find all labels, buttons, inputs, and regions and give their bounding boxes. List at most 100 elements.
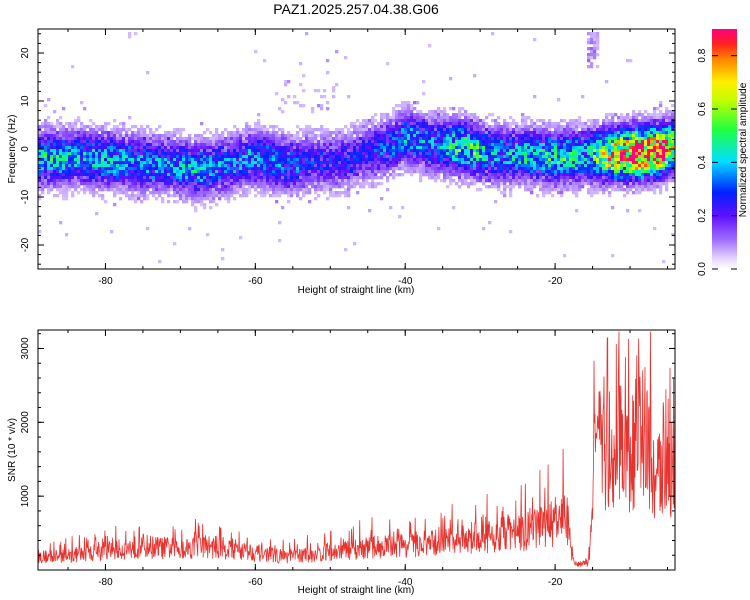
heatmap-cell (395, 155, 399, 159)
heatmap-cell (431, 167, 435, 171)
heatmap-cell (575, 176, 579, 180)
heatmap-cell (227, 152, 231, 156)
heatmap-cell (215, 146, 219, 150)
heatmap-cell (197, 152, 201, 156)
heatmap-cell (377, 143, 381, 147)
heatmap-cell (344, 179, 348, 183)
heatmap-cell (104, 128, 108, 132)
heatmap-cell (590, 170, 594, 174)
heatmap-cell (458, 125, 462, 129)
heatmap-cell (518, 134, 522, 138)
heatmap-cell (587, 155, 591, 159)
heatmap-cell (599, 128, 603, 132)
heatmap-cell (281, 134, 285, 138)
heatmap-cell (584, 149, 588, 153)
heatmap-cell (593, 164, 597, 168)
heatmap-cell (395, 164, 399, 168)
heatmap-cell (662, 119, 666, 123)
heatmap-cell (659, 179, 663, 183)
heatmap-cell (581, 161, 585, 165)
heatmap-cell (80, 137, 84, 141)
heatmap-cell (416, 113, 420, 117)
heatmap-cell (500, 167, 504, 171)
heatmap-cell (581, 134, 585, 138)
heatmap-cell (224, 149, 228, 153)
heatmap-cell (269, 131, 273, 135)
heatmap-cell (380, 176, 384, 180)
heatmap-cell (491, 149, 495, 153)
heatmap-cell (260, 194, 264, 198)
heatmap-cell (275, 185, 279, 189)
heatmap-cell (131, 176, 135, 180)
heatmap-cell (74, 182, 78, 186)
heatmap-cell (200, 152, 204, 156)
heatmap-cell (275, 149, 279, 153)
heatmap-cell (119, 152, 123, 156)
heatmap-cell (128, 149, 132, 153)
heatmap-cell (419, 149, 423, 153)
heatmap-cell (53, 167, 57, 171)
heatmap-cell (503, 194, 507, 198)
heatmap-cell (41, 191, 45, 195)
heatmap-cell (89, 164, 93, 168)
heatmap-cell (296, 176, 300, 180)
heatmap-cell (248, 179, 252, 183)
heatmap-cell (431, 110, 435, 114)
heatmap-cell (623, 167, 627, 171)
heatmap-cell (65, 179, 69, 183)
heatmap-cell (617, 134, 621, 138)
heatmap-cell (320, 134, 324, 138)
heatmap-cell (383, 122, 387, 126)
heatmap-cell (167, 185, 171, 189)
heatmap-cell (143, 191, 147, 195)
heatmap-cell (446, 113, 450, 117)
heatmap-cell (101, 164, 105, 168)
heatmap-cell (242, 194, 246, 198)
heatmap-cell (128, 35, 132, 39)
heatmap-cell (566, 185, 570, 189)
heatmap-cell (353, 170, 357, 174)
heatmap-cell (398, 155, 402, 159)
heatmap-cell (512, 137, 516, 141)
heatmap-cell (179, 167, 183, 171)
heatmap-cell (653, 188, 657, 192)
heatmap-cell (542, 146, 546, 150)
heatmap-cell (452, 155, 456, 159)
heatmap-cell (629, 179, 633, 183)
heatmap-cell (53, 146, 57, 150)
heatmap-cell (638, 179, 642, 183)
heatmap-cell (320, 143, 324, 147)
heatmap-cell (497, 182, 501, 186)
heatmap-cell (146, 188, 150, 192)
heatmap-cell (344, 140, 348, 144)
heatmap-cell (233, 158, 237, 162)
heatmap-cell (281, 158, 285, 162)
heatmap-cell (263, 125, 267, 129)
heatmap-cell (644, 170, 648, 174)
heatmap-cell (140, 131, 144, 135)
heatmap-cell (326, 143, 330, 147)
heatmap-cell (536, 194, 540, 198)
heatmap-cell (659, 134, 663, 138)
heatmap-cell (530, 176, 534, 180)
heatmap-cell (359, 185, 363, 189)
heatmap-cell (656, 122, 660, 126)
heatmap-cell (74, 176, 78, 180)
heatmap-cell (113, 149, 117, 153)
heatmap-cell (107, 122, 111, 126)
heatmap-cell (251, 134, 255, 138)
heatmap-cell (284, 176, 288, 180)
heatmap-cell (464, 131, 468, 135)
heatmap-cell (107, 134, 111, 138)
heatmap-cell (314, 173, 318, 177)
heatmap-cell (422, 173, 426, 177)
heatmap-cell (461, 122, 465, 126)
heatmap-cell (488, 161, 492, 165)
heatmap-cell (71, 122, 75, 126)
heatmap-cell (413, 134, 417, 138)
heatmap-cell (131, 146, 135, 150)
heatmap-cell (290, 179, 294, 183)
heatmap-cell (635, 122, 639, 126)
heatmap-cell (179, 140, 183, 144)
heatmap-cell (419, 158, 423, 162)
